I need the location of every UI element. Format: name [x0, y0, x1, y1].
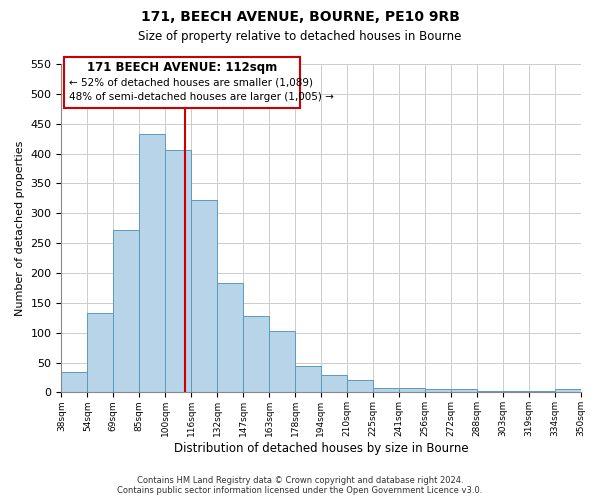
Bar — [113, 230, 139, 392]
Bar — [139, 134, 165, 392]
Bar — [399, 388, 425, 392]
Text: 171 BEECH AVENUE: 112sqm: 171 BEECH AVENUE: 112sqm — [87, 60, 277, 74]
Text: 171, BEECH AVENUE, BOURNE, PE10 9RB: 171, BEECH AVENUE, BOURNE, PE10 9RB — [140, 10, 460, 24]
Bar — [373, 388, 399, 392]
Bar — [451, 390, 476, 392]
Bar — [529, 390, 554, 392]
Bar — [347, 380, 373, 392]
Text: Contains public sector information licensed under the Open Government Licence v3: Contains public sector information licen… — [118, 486, 482, 495]
Text: Contains HM Land Registry data © Crown copyright and database right 2024.: Contains HM Land Registry data © Crown c… — [137, 476, 463, 485]
X-axis label: Distribution of detached houses by size in Bourne: Distribution of detached houses by size … — [173, 442, 468, 455]
Text: Size of property relative to detached houses in Bourne: Size of property relative to detached ho… — [139, 30, 461, 43]
Bar — [425, 390, 451, 392]
Bar — [554, 390, 581, 392]
Bar — [243, 316, 269, 392]
Bar — [88, 313, 113, 392]
Bar — [165, 150, 191, 392]
Bar — [295, 366, 321, 392]
Y-axis label: Number of detached properties: Number of detached properties — [15, 140, 25, 316]
Bar — [321, 374, 347, 392]
Bar — [191, 200, 217, 392]
Bar — [61, 372, 88, 392]
Bar — [476, 390, 503, 392]
FancyBboxPatch shape — [64, 58, 300, 108]
Bar — [217, 283, 243, 393]
Bar — [503, 390, 529, 392]
Bar — [269, 331, 295, 392]
Text: 48% of semi-detached houses are larger (1,005) →: 48% of semi-detached houses are larger (… — [69, 92, 334, 102]
Text: ← 52% of detached houses are smaller (1,089): ← 52% of detached houses are smaller (1,… — [69, 77, 313, 87]
